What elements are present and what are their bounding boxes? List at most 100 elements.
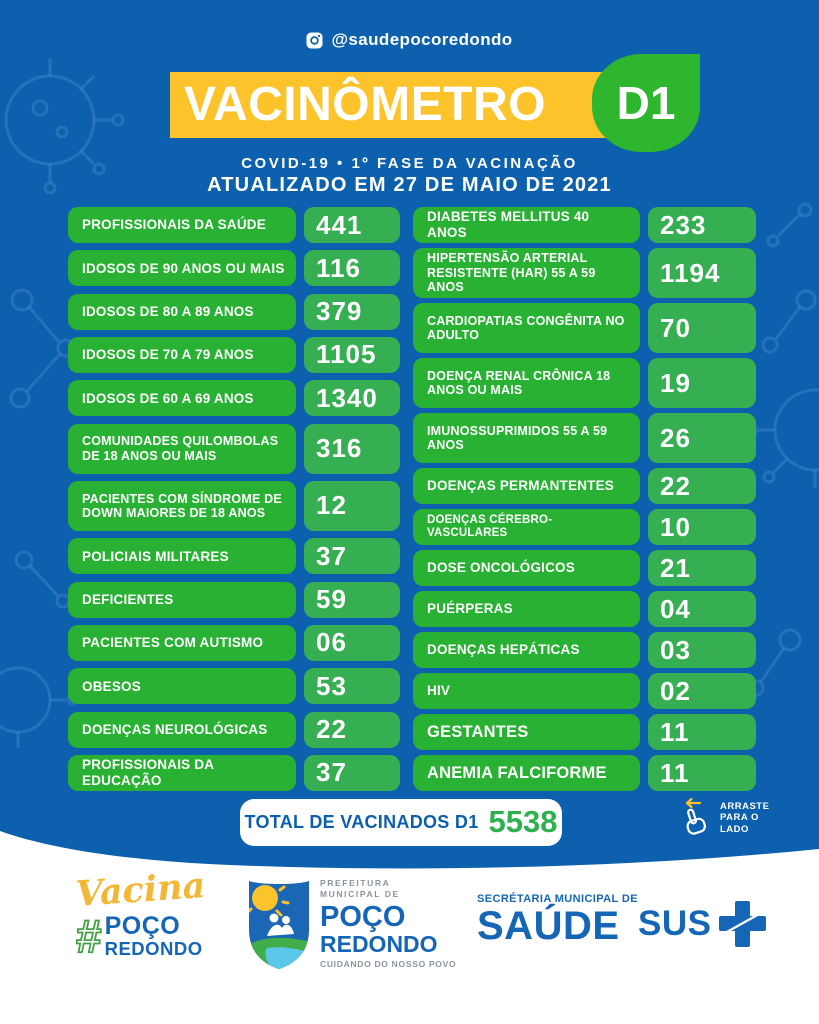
dose-badge: D1: [592, 54, 700, 152]
category-label: IDOSOS DE 70 A 79 ANOS: [68, 336, 296, 373]
campaign-logo: Vacina # POÇO REDONDO: [75, 865, 207, 962]
category-label: PROFISSIONAIS DA EDUCAÇÃO: [68, 754, 296, 791]
secretary-big-text: SAÚDE: [477, 904, 620, 948]
city-shield-logo: [249, 881, 309, 969]
category-value: 316: [304, 423, 400, 474]
total-bar: TOTAL DE VACINADOS D1 5538: [240, 799, 562, 846]
dose-badge-text: D1: [616, 77, 676, 129]
category-value: 1194: [648, 248, 756, 298]
table-row: DOENÇAS NEUROLÓGICAS 22: [68, 711, 400, 748]
category-value: 37: [304, 754, 400, 791]
subtitle: COVID-19 • 1º FASE DA VACINAÇÃO: [241, 155, 578, 172]
table-row: DOENÇAS CÉREBRO-VASCULARES 10: [413, 509, 756, 545]
page-title: VACINÔMETRO: [184, 78, 546, 131]
table-row: DOENÇAS HEPÁTICAS 03: [413, 632, 756, 668]
category-label: DOSE ONCOLÓGICOS: [413, 550, 640, 586]
category-value: 37: [304, 538, 400, 575]
category-label: IDOSOS DE 90 ANOS OU MAIS: [68, 250, 296, 287]
category-value: 11: [648, 755, 756, 791]
category-label: DOENÇAS NEUROLÓGICAS: [68, 711, 296, 748]
swipe-line: PARA O: [720, 812, 759, 824]
category-value: 116: [304, 250, 400, 287]
instagram-handle-text: @saudepocoredondo: [331, 30, 513, 49]
table-row: COMUNIDADES QUILOMBOLAS DE 18 ANOS OU MA…: [68, 423, 400, 474]
campaign-city-line1: POÇO: [104, 912, 181, 940]
campaign-city-line2: REDONDO: [104, 938, 203, 960]
table-row: PACIENTES COM SÍNDROME DE DOWN MAIORES D…: [68, 480, 400, 531]
table-row: DEFICIENTES 59: [68, 581, 400, 618]
table-row: DOSE ONCOLÓGICOS 21: [413, 550, 756, 586]
campaign-script-text: Vacina: [74, 865, 207, 915]
left-column: PROFISSIONAIS DA SAÚDE 441 IDOSOS DE 90 …: [68, 207, 400, 791]
category-value: 53: [304, 668, 400, 705]
category-value: 22: [304, 711, 400, 748]
category-value: 12: [304, 480, 400, 531]
category-label: IDOSOS DE 80 A 89 ANOS: [68, 293, 296, 330]
category-label: IDOSOS DE 60 A 69 ANOS: [68, 380, 296, 417]
table-row: DOENÇAS PERMANTENTES 22: [413, 468, 756, 504]
prefecture-logo-text: PREFEITURA MUNICIPAL DE POÇO REDONDO CUI…: [320, 878, 456, 969]
swipe-line: LADO: [720, 823, 749, 835]
category-value: 379: [304, 293, 400, 330]
category-label: DEFICIENTES: [68, 581, 296, 618]
category-label: DOENÇA RENAL CRÔNICA 18 ANOS OU MAIS: [413, 358, 640, 408]
category-value: 11: [648, 714, 756, 750]
category-label: CARDIOPATIAS CONGÊNITA NO ADULTO: [413, 303, 640, 353]
table-row: IMUNOSSUPRIMIDOS 55 A 59 ANOS 26: [413, 413, 756, 463]
category-value: 19: [648, 358, 756, 408]
category-label: HIV: [413, 673, 640, 709]
category-label: PROFISSIONAIS DA SAÚDE: [68, 207, 296, 243]
total-label: TOTAL DE VACINADOS D1: [244, 812, 479, 832]
table-row: CARDIOPATIAS CONGÊNITA NO ADULTO 70: [413, 303, 756, 353]
table-row: PROFISSIONAIS DA EDUCAÇÃO 37: [68, 754, 400, 791]
table-row: IDOSOS DE 80 A 89 ANOS 379: [68, 293, 400, 330]
table-row: IDOSOS DE 60 A 69 ANOS 1340: [68, 380, 400, 417]
category-label: PUÉRPERAS: [413, 591, 640, 627]
health-secretary-logo: SECRÉTARIA MUNICIPAL DE SAÚDE: [477, 893, 638, 947]
updated-date: ATUALIZADO EM 27 DE MAIO DE 2021: [207, 174, 612, 196]
category-value: 03: [648, 632, 756, 668]
secretary-small-text: SECRÉTARIA MUNICIPAL DE: [477, 893, 638, 905]
category-value: 21: [648, 550, 756, 586]
total-value: 5538: [488, 803, 558, 839]
table-row: IDOSOS DE 90 ANOS OU MAIS 116: [68, 250, 400, 287]
category-label: POLICIAIS MILITARES: [68, 538, 296, 575]
category-label: ANEMIA FALCIFORME: [413, 755, 640, 791]
category-label: DOENÇAS PERMANTENTES: [413, 468, 640, 504]
table-row: ANEMIA FALCIFORME 11: [413, 755, 756, 791]
category-value: 441: [304, 207, 400, 243]
category-value: 1105: [304, 336, 400, 373]
table-row: PACIENTES COM AUTISMO 06: [68, 624, 400, 661]
swipe-hint[interactable]: ARRASTE PARA O LADO: [676, 797, 769, 839]
prefecture-small-line2: MUNICIPAL DE: [320, 889, 400, 900]
table-row: HIPERTENSÃO ARTERIAL RESISTENTE (HAR) 55…: [413, 248, 756, 298]
category-value: 233: [648, 207, 756, 243]
category-label: GESTANTES: [413, 714, 640, 750]
vaccination-table: PROFISSIONAIS DA SAÚDE 441 IDOSOS DE 90 …: [68, 207, 756, 791]
table-row: POLICIAIS MILITARES 37: [68, 538, 400, 575]
title-banner: VACINÔMETRO: [170, 72, 648, 138]
category-label: DOENÇAS HEPÁTICAS: [413, 632, 640, 668]
sus-cross-icon: [719, 901, 767, 947]
table-row: GESTANTES 11: [413, 714, 756, 750]
category-label: IMUNOSSUPRIMIDOS 55 A 59 ANOS: [413, 413, 640, 463]
category-value: 10: [648, 509, 756, 545]
category-label: OBESOS: [68, 668, 296, 705]
category-label: HIPERTENSÃO ARTERIAL RESISTENTE (HAR) 55…: [413, 248, 640, 298]
category-value: 1340: [304, 380, 400, 417]
category-value: 02: [648, 673, 756, 709]
category-value: 06: [304, 624, 400, 661]
swipe-hand-icon: [685, 797, 707, 835]
hashtag-glyph: #: [75, 910, 102, 962]
right-column: DIABETES MELLITUS 40 ANOS 233 HIPERTENSÃ…: [413, 207, 756, 791]
category-value: 04: [648, 591, 756, 627]
category-value: 59: [304, 581, 400, 618]
instagram-handle[interactable]: @saudepocoredondo: [0, 30, 819, 50]
instagram-icon: [306, 32, 323, 48]
swipe-hint-text: ARRASTE PARA O LADO: [720, 801, 769, 835]
category-value: 22: [648, 468, 756, 504]
prefecture-small-line1: PREFEITURA: [320, 878, 391, 888]
table-row: HIV 02: [413, 673, 756, 709]
category-label: PACIENTES COM SÍNDROME DE DOWN MAIORES D…: [68, 480, 296, 531]
table-row: DOENÇA RENAL CRÔNICA 18 ANOS OU MAIS 19: [413, 358, 756, 408]
